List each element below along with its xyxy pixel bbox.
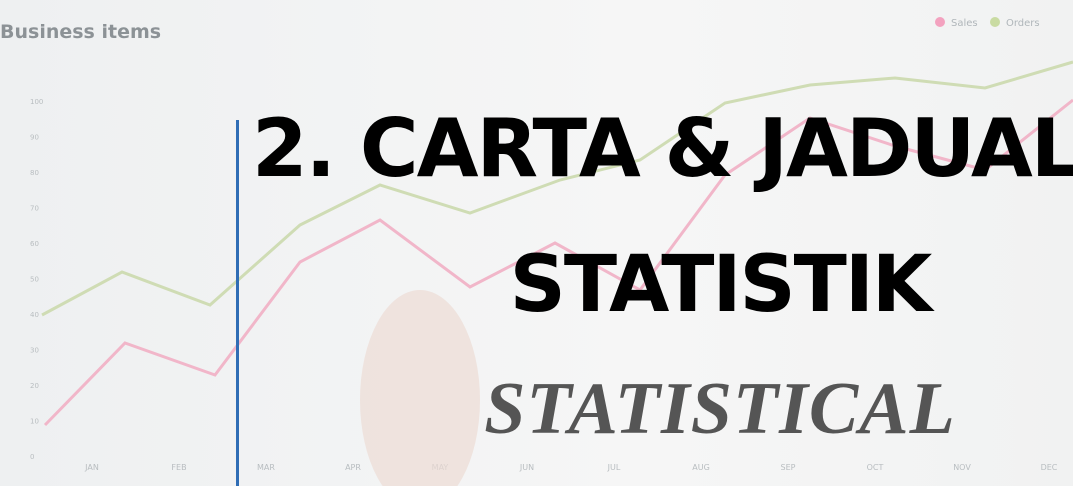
finger-shadow (360, 290, 480, 486)
legend-dot (990, 17, 1000, 27)
month-label: JAN (84, 463, 99, 472)
background-title: Business items (0, 21, 161, 43)
y-label: 40 (30, 311, 39, 319)
y-label: 100 (30, 98, 43, 106)
y-label: 60 (30, 240, 39, 248)
month-label: JUL (607, 463, 621, 472)
legend-label: Orders (1006, 18, 1040, 29)
month-label: APR (345, 463, 361, 472)
legend-label: Sales (951, 18, 978, 29)
month-label: MAR (257, 463, 275, 472)
y-label: 50 (30, 276, 39, 284)
y-label: 0 (30, 453, 34, 461)
decor-line (41, 60, 1073, 317)
month-label: AUG (692, 463, 710, 472)
y-label: 80 (30, 169, 39, 177)
legend-dot (935, 17, 945, 27)
y-label: 10 (30, 418, 39, 426)
decor-line (43, 98, 1073, 427)
y-label: 70 (30, 205, 39, 213)
month-label: NOV (953, 463, 971, 472)
month-label: JUN (519, 463, 534, 472)
month-label: DEC (1041, 463, 1058, 472)
month-label: OCT (867, 463, 884, 472)
y-label: 90 (30, 134, 39, 142)
month-label: SEP (781, 463, 796, 472)
month-label: FEB (171, 463, 186, 472)
y-label: 30 (30, 347, 39, 355)
heading-line: 2. CARTA & JADUAL (252, 102, 1073, 195)
heading-subtitle: STATISTICAL (484, 368, 956, 450)
accent-bar (236, 120, 239, 486)
y-label: 20 (30, 382, 39, 390)
heading-line: STATISTIK (509, 240, 933, 330)
